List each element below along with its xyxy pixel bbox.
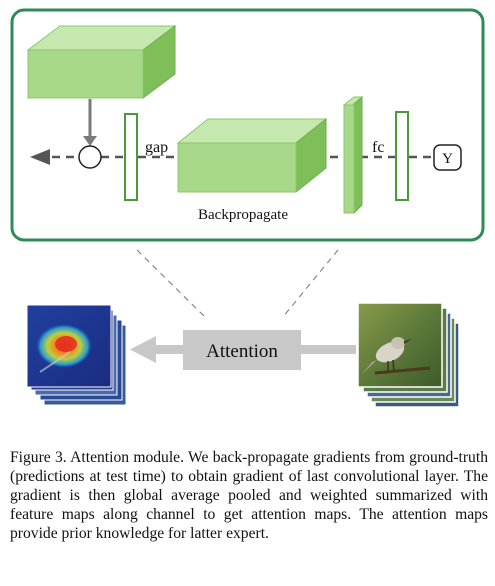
conv-block [176,117,328,194]
fc-label: fc [372,139,384,156]
gap-label: gap [145,139,168,156]
attention-block [183,330,301,370]
attention-module-diagram: gap Backpropagate fc Y Attention [10,8,485,408]
input-image-stack [357,302,460,408]
gap-vector [124,113,138,201]
module-panel [10,8,485,242]
attention-arrow [130,330,356,370]
output-label: Y [442,151,453,167]
fc-layer-bar [342,95,364,215]
output-node [433,144,462,171]
caption-text: Figure 3. Attention module. We back-prop… [10,449,488,542]
backprop-label: Backpropagate [198,207,288,223]
feature-map-block [26,25,177,99]
connector-lines [136,249,339,319]
figure-caption: Figure 3. Attention module. We back-prop… [10,448,488,543]
attention-label: Attention [206,341,278,362]
left-arrowhead [30,149,50,165]
attention-map-stack [26,304,127,406]
fc-output-vector [395,111,409,201]
multiply-circle [78,145,102,169]
